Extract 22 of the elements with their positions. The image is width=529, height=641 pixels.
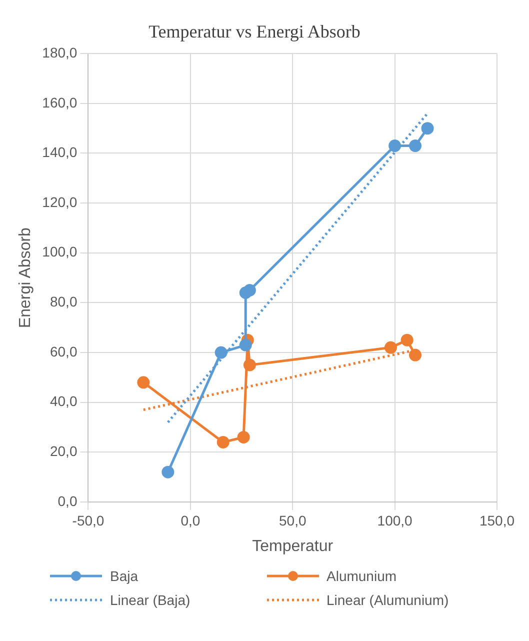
y-tick-label: 180,0 [42, 44, 78, 60]
x-axis-title: Temperatur [252, 538, 334, 555]
legend-label: Baja [110, 568, 138, 584]
y-tick-label: 60,0 [50, 343, 78, 360]
x-tick-label: 0,0 [180, 512, 200, 528]
legend-label: Alumunium [326, 568, 397, 584]
y-axis-title: Energi Absorb [17, 227, 34, 328]
legend-label: Linear (Baja) [110, 592, 190, 608]
y-tick-label: 120,0 [42, 194, 78, 210]
y-tick-label: 160,0 [42, 94, 78, 110]
legend-label: Linear (Alumunium) [326, 592, 449, 608]
y-tick-label: 40,0 [50, 393, 78, 410]
x-tick-label: -50,0 [72, 512, 104, 528]
chart-title: Temperatur vs Energi Absorb [148, 22, 360, 42]
y-tick-label: 140,0 [42, 144, 78, 160]
x-tick-label: 50,0 [278, 512, 306, 528]
y-tick-label: 20,0 [50, 443, 78, 460]
y-tick-label: 80,0 [50, 294, 78, 310]
y-tick-label: 100,0 [42, 244, 78, 260]
x-tick-label: 100,0 [377, 512, 413, 528]
y-tick-label: 0,0 [58, 492, 78, 509]
x-tick-label: 150,0 [479, 512, 515, 528]
